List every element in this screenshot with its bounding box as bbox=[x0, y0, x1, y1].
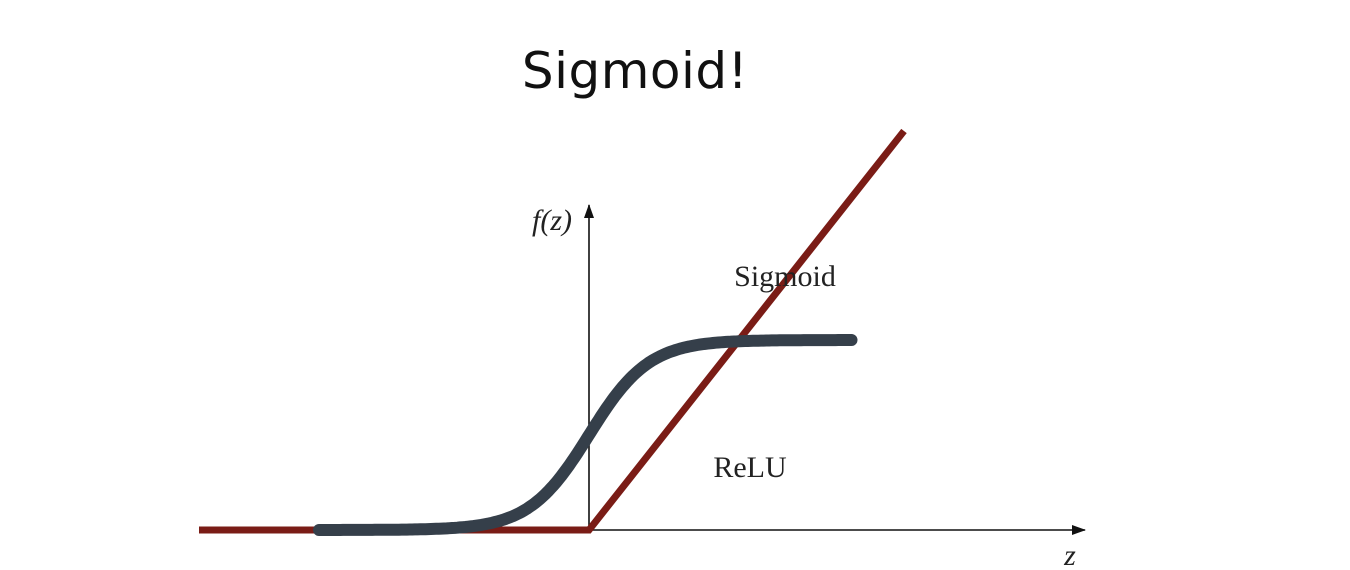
sigmoid-label: Sigmoid bbox=[734, 260, 836, 293]
slide-title: Sigmoid! bbox=[521, 42, 749, 100]
relu-label: ReLU bbox=[713, 451, 787, 484]
y-axis-label: f(z) bbox=[532, 204, 572, 237]
relu-line bbox=[199, 128, 907, 534]
sigmoid-curve bbox=[313, 334, 858, 536]
x-axis-label: z bbox=[1063, 539, 1076, 570]
